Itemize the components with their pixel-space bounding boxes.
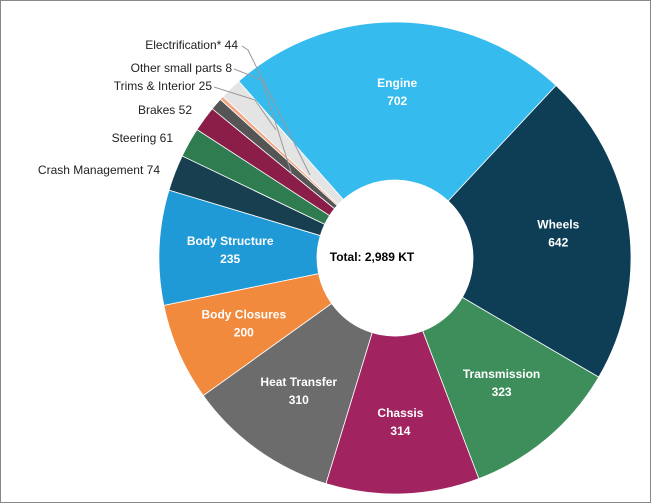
slice-value: 702 xyxy=(387,94,407,108)
slice-name: Body Closures xyxy=(201,307,286,321)
slice-name: Transmission xyxy=(463,367,540,381)
leader-line xyxy=(233,68,293,176)
slice-value: 74 xyxy=(147,163,161,177)
center-text: Total: 2,989 KT xyxy=(330,250,415,264)
slice-name: Brakes xyxy=(138,103,175,117)
slice-label: Crash Management 74 xyxy=(38,163,160,177)
slice-value: 200 xyxy=(234,325,254,339)
slice-name: Other small parts xyxy=(131,61,222,75)
slice-name: Heat Transfer xyxy=(260,375,337,389)
slice-label: Other small parts 8 xyxy=(131,61,233,75)
slice-label: Electrification* 44 xyxy=(145,38,238,52)
slice-value: 642 xyxy=(548,235,568,249)
slice-name: Trims & Interior xyxy=(114,79,196,93)
slice-value: 235 xyxy=(220,252,240,266)
leader-line xyxy=(213,86,277,131)
slice-name: Engine xyxy=(377,76,417,90)
slice-value: 61 xyxy=(160,131,174,145)
slice-value: 25 xyxy=(199,79,213,93)
slice-label: Brakes 52 xyxy=(138,103,192,117)
slice-label: Steering 61 xyxy=(112,131,174,145)
slice-label: Trims & Interior 25 xyxy=(114,79,213,93)
slice-value: 8 xyxy=(225,61,232,75)
slice-name: Electrification* xyxy=(145,38,221,52)
slice-value: 314 xyxy=(390,424,410,438)
leader-line xyxy=(241,45,311,176)
slice-value: 310 xyxy=(289,393,309,407)
donut xyxy=(158,21,632,495)
slice-name: Crash Management xyxy=(38,163,144,177)
slice-value: 323 xyxy=(492,385,512,399)
donut-hole xyxy=(317,180,473,336)
slice-name: Wheels xyxy=(537,217,579,231)
slice-name: Body Structure xyxy=(187,234,274,248)
slice-name: Steering xyxy=(112,131,157,145)
slice-name: Chassis xyxy=(377,406,423,420)
slice-value: 44 xyxy=(225,38,239,52)
slice-value: 52 xyxy=(179,103,193,117)
